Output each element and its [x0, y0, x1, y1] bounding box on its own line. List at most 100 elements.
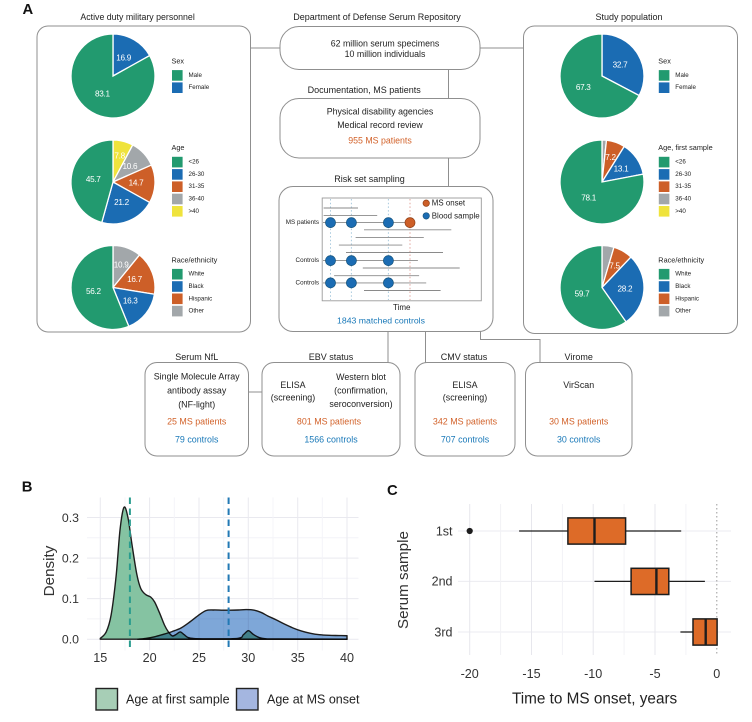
svg-text:(confirmation,: (confirmation, — [334, 386, 388, 396]
svg-text:30 MS patients: 30 MS patients — [549, 417, 609, 427]
svg-text:Single Molecule Array: Single Molecule Array — [154, 372, 240, 382]
svg-text:59.7: 59.7 — [575, 289, 590, 298]
svg-text:Hispanic: Hispanic — [675, 295, 699, 302]
svg-text:Age: Age — [172, 143, 185, 152]
svg-text:10 million individuals: 10 million individuals — [345, 49, 426, 59]
svg-text:ELISA: ELISA — [280, 380, 305, 390]
svg-text:Western blot: Western blot — [336, 372, 386, 382]
svg-text:seroconversion): seroconversion) — [329, 399, 392, 409]
svg-text:Controls: Controls — [296, 279, 319, 286]
svg-text:Sex: Sex — [658, 57, 671, 66]
svg-text:Other: Other — [189, 308, 204, 315]
svg-text:Documentation, MS patients: Documentation, MS patients — [308, 85, 422, 95]
svg-text:Active duty military personnel: Active duty military personnel — [80, 12, 194, 22]
svg-text:31-35: 31-35 — [189, 183, 205, 190]
svg-text:Sex: Sex — [172, 57, 185, 66]
svg-text:Department of Defense Serum Re: Department of Defense Serum Repository — [293, 12, 461, 22]
svg-text:62 million serum specimens: 62 million serum specimens — [331, 39, 440, 49]
svg-text:<26: <26 — [675, 159, 686, 166]
svg-text:Female: Female — [189, 84, 210, 91]
svg-text:30 controls: 30 controls — [557, 435, 601, 445]
svg-text:21.2: 21.2 — [114, 198, 129, 207]
svg-text:35: 35 — [291, 651, 305, 665]
svg-text:Serum sample: Serum sample — [395, 531, 412, 629]
svg-text:Time: Time — [393, 303, 411, 312]
svg-text:Female: Female — [675, 84, 696, 91]
svg-text:Race/ethnicity: Race/ethnicity — [658, 255, 704, 264]
svg-text:2nd: 2nd — [432, 575, 453, 589]
svg-text:ELISA: ELISA — [452, 380, 477, 390]
svg-text:Age at first sample: Age at first sample — [126, 693, 230, 707]
svg-text:20: 20 — [143, 651, 157, 665]
svg-text:7.2: 7.2 — [605, 153, 616, 162]
svg-text:30: 30 — [241, 651, 255, 665]
svg-text:28.2: 28.2 — [618, 285, 633, 294]
svg-text:<26: <26 — [189, 159, 200, 166]
svg-text:32.7: 32.7 — [613, 61, 628, 70]
svg-text:MS patients: MS patients — [286, 219, 319, 226]
svg-text:EBV status: EBV status — [309, 352, 354, 362]
svg-text:79 controls: 79 controls — [175, 435, 219, 445]
svg-text:CMV status: CMV status — [441, 352, 488, 362]
svg-text:VirScan: VirScan — [563, 380, 594, 390]
svg-text:56.2: 56.2 — [86, 287, 101, 296]
svg-text:Age, first sample: Age, first sample — [658, 143, 712, 152]
svg-text:B: B — [22, 480, 33, 496]
svg-text:Blood sample: Blood sample — [432, 211, 480, 220]
svg-text:40: 40 — [340, 651, 354, 665]
svg-text:14.7: 14.7 — [129, 179, 144, 188]
svg-text:16.9: 16.9 — [116, 53, 131, 62]
svg-text:342 MS patients: 342 MS patients — [433, 417, 498, 427]
svg-text:83.1: 83.1 — [95, 90, 110, 99]
svg-text:White: White — [675, 271, 691, 278]
svg-text:3rd: 3rd — [434, 625, 452, 639]
svg-text:Time to MS onset, years: Time to MS onset, years — [512, 691, 678, 708]
svg-text:Age at MS onset: Age at MS onset — [267, 693, 360, 707]
svg-text:10.9: 10.9 — [114, 260, 129, 269]
svg-text:15: 15 — [93, 651, 107, 665]
svg-text:-15: -15 — [522, 667, 540, 681]
svg-text:Controls: Controls — [296, 257, 319, 264]
svg-text:801 MS patients: 801 MS patients — [297, 417, 362, 427]
svg-text:955 MS patients: 955 MS patients — [348, 136, 412, 146]
svg-text:26-30: 26-30 — [675, 171, 691, 178]
svg-text:25: 25 — [192, 651, 206, 665]
svg-text:0.3: 0.3 — [62, 511, 79, 525]
svg-text:A: A — [23, 2, 34, 18]
svg-text:Male: Male — [189, 72, 203, 79]
svg-text:Risk set sampling: Risk set sampling — [334, 174, 405, 184]
svg-text:25 MS patients: 25 MS patients — [167, 417, 227, 427]
svg-text:Virome: Virome — [565, 352, 593, 362]
svg-text:Male: Male — [675, 72, 689, 79]
svg-text:67.3: 67.3 — [576, 83, 591, 92]
svg-text:(NF-light): (NF-light) — [178, 400, 215, 410]
svg-text:0.2: 0.2 — [62, 551, 79, 565]
svg-text:Hispanic: Hispanic — [189, 295, 213, 302]
svg-text:Study population: Study population — [595, 12, 662, 22]
svg-text:0: 0 — [713, 667, 720, 681]
svg-text:26-30: 26-30 — [189, 171, 205, 178]
svg-text:7.5: 7.5 — [609, 261, 620, 270]
svg-text:1st: 1st — [436, 524, 453, 538]
svg-text:Medical record review: Medical record review — [337, 120, 423, 130]
svg-text:-10: -10 — [584, 667, 602, 681]
svg-text:Physical disability agencies: Physical disability agencies — [327, 107, 434, 117]
svg-text:45.7: 45.7 — [86, 175, 101, 184]
svg-text:1843 matched controls: 1843 matched controls — [337, 316, 426, 326]
svg-text:78.1: 78.1 — [581, 194, 596, 203]
svg-text:(screening): (screening) — [443, 393, 487, 403]
svg-text:C: C — [387, 483, 398, 499]
svg-text:Serum NfL: Serum NfL — [175, 352, 218, 362]
svg-text:1566 controls: 1566 controls — [304, 435, 358, 445]
svg-text:16.3: 16.3 — [123, 297, 138, 306]
svg-text:Other: Other — [675, 308, 690, 315]
svg-text:36-40: 36-40 — [189, 196, 205, 203]
svg-text:Race/ethnicity: Race/ethnicity — [172, 255, 218, 264]
svg-text:16.7: 16.7 — [127, 275, 142, 284]
svg-text:31-35: 31-35 — [675, 183, 691, 190]
svg-text:0.1: 0.1 — [62, 592, 79, 606]
svg-text:0.0: 0.0 — [62, 633, 79, 647]
svg-text:Density: Density — [41, 545, 58, 596]
svg-text:36-40: 36-40 — [675, 196, 691, 203]
svg-text:(screening): (screening) — [271, 393, 315, 403]
